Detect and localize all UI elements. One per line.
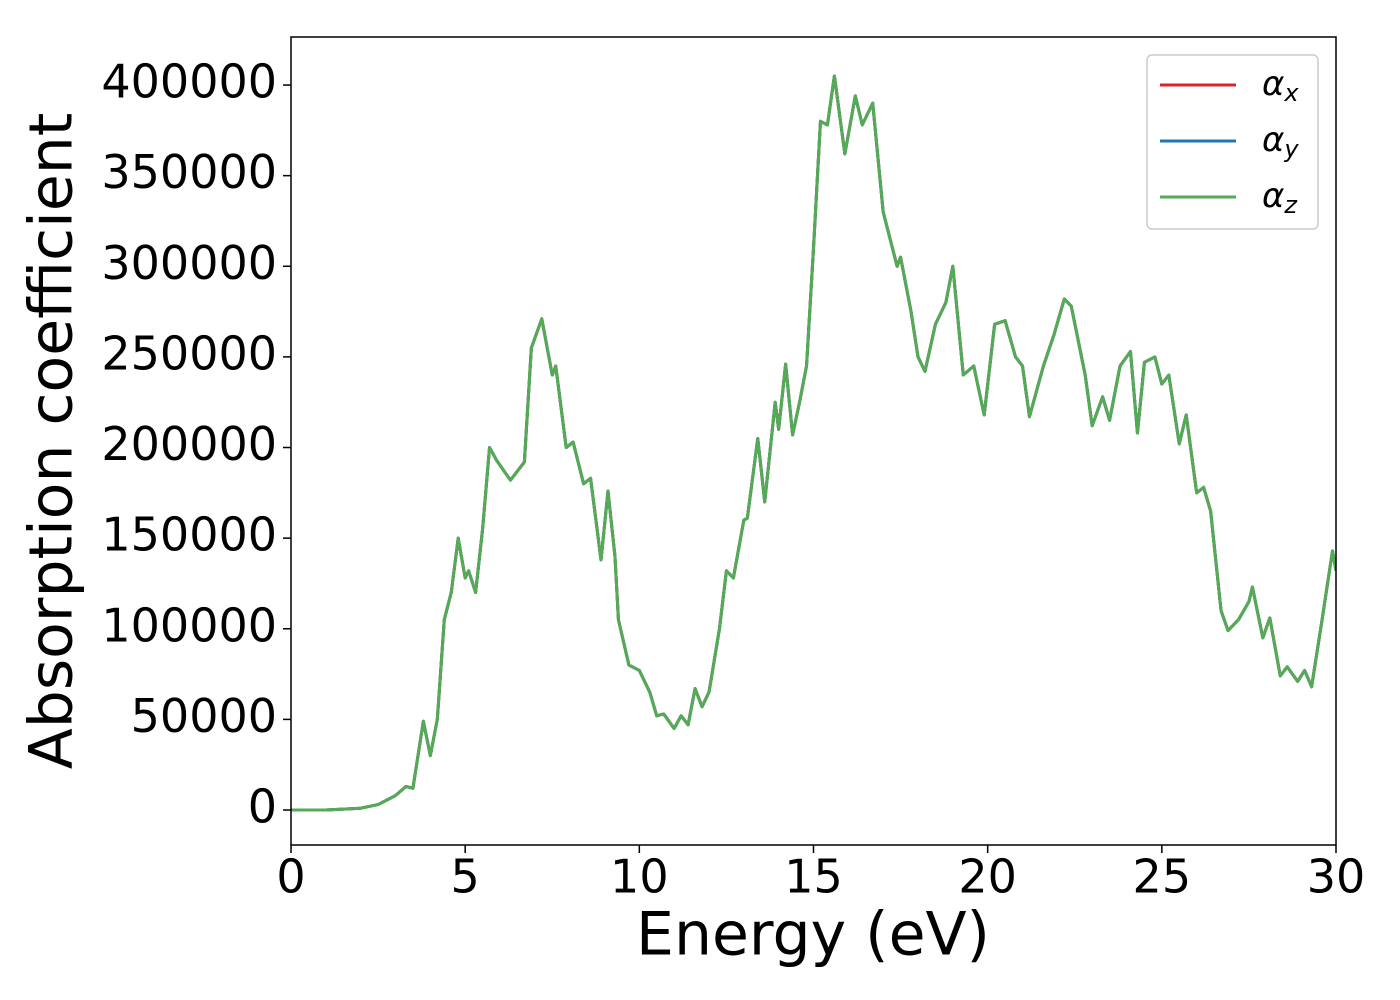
y-tick-label: 250000 [101, 326, 277, 380]
legend-label: αz [1262, 176, 1298, 220]
x-tick-label: 30 [1307, 850, 1366, 904]
x-tick-label: 15 [784, 850, 843, 904]
x-tick-label: 20 [958, 850, 1017, 904]
plot-frame [290, 36, 1337, 846]
y-tick-label: 350000 [101, 145, 277, 199]
y-tick-label: 200000 [101, 417, 277, 471]
y-tick-label: 150000 [101, 508, 277, 562]
legend-label: αy [1262, 120, 1299, 164]
x-axis-label: Energy (eV) [636, 900, 990, 970]
series-line [291, 74, 1336, 812]
y-tick-label: 300000 [101, 236, 277, 290]
y-tick-label: 50000 [131, 689, 277, 743]
y-axis-label: Absorption coefficient [17, 113, 87, 770]
x-tick-label: 10 [610, 850, 669, 904]
y-tick-label: 100000 [101, 598, 277, 652]
y-tick-label: 400000 [101, 55, 277, 109]
y-tick-label: 0 [248, 780, 277, 834]
x-tick-label: 5 [451, 850, 480, 904]
x-tick-label: 0 [276, 850, 305, 904]
x-tick-label: 25 [1133, 850, 1192, 904]
legend-label: αx [1262, 64, 1299, 108]
